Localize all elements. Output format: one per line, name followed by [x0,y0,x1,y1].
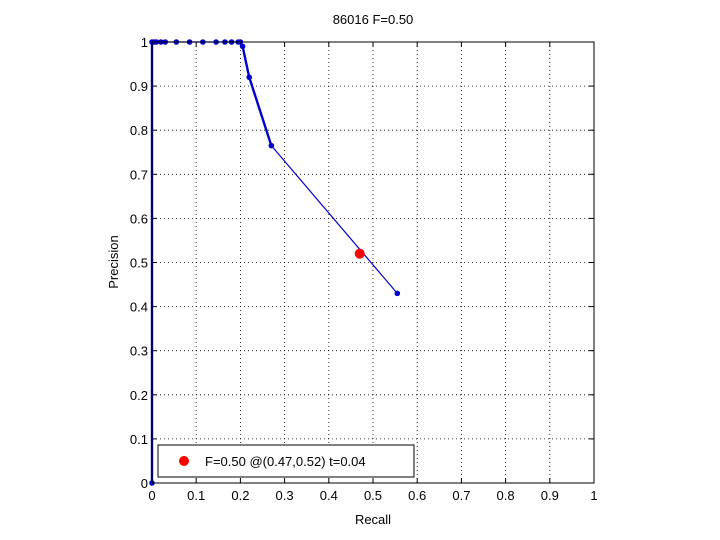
y-tick-label: 0.1 [130,432,148,447]
x-tick-label: 0.3 [276,488,294,503]
y-tick-label: 1 [141,35,148,50]
x-tick-label: 0.7 [452,488,470,503]
y-axis-label: Precision [106,235,121,288]
x-tick-label: 0.2 [231,488,249,503]
y-tick-label: 0.2 [130,388,148,403]
data-point [268,142,275,149]
y-tick-label: 0.9 [130,79,148,94]
x-tick-label: 0.9 [541,488,559,503]
series-layer [149,39,401,486]
data-point [246,74,253,81]
y-tick-label: 0.5 [130,256,148,271]
x-tick-label: 0.8 [497,488,515,503]
legend-entry: F=0.50 @(0.47,0.52) t=0.04 [205,454,366,469]
data-point [394,290,401,297]
axis-ticks: 0 0.1 0.2 0.3 0.4 0.5 0.6 0.7 0.8 0.9 1 0 0.1 0.2 0.3 0… [130,35,598,503]
y-tick-label: 0.7 [130,167,148,182]
y-tick-label: 0.8 [130,123,148,138]
x-tick-label: 0 [148,488,155,503]
x-tick-label: 0.4 [320,488,338,503]
y-tick-label: 0.6 [130,211,148,226]
legend: F=0.50 @(0.47,0.52) t=0.04 [157,444,415,478]
x-tick-label: 0.6 [408,488,426,503]
grid-lines [152,42,594,483]
x-tick-label: 0.5 [364,488,382,503]
plot-frame [151,41,595,484]
y-tick-label: 0 [141,476,148,491]
x-tick-label: 1 [590,488,597,503]
y-tick-label: 0.3 [130,344,148,359]
legend-marker [179,456,189,466]
data-point [239,43,246,50]
y-tick-label: 0.4 [130,300,148,315]
f-score-marker [354,248,365,259]
x-axis-label: Recall [355,512,391,527]
legend-box [157,444,415,478]
chart-title: 86016 F=0.50 [333,12,414,27]
series-line-emphasis [238,40,273,147]
x-tick-label: 0.1 [187,488,205,503]
